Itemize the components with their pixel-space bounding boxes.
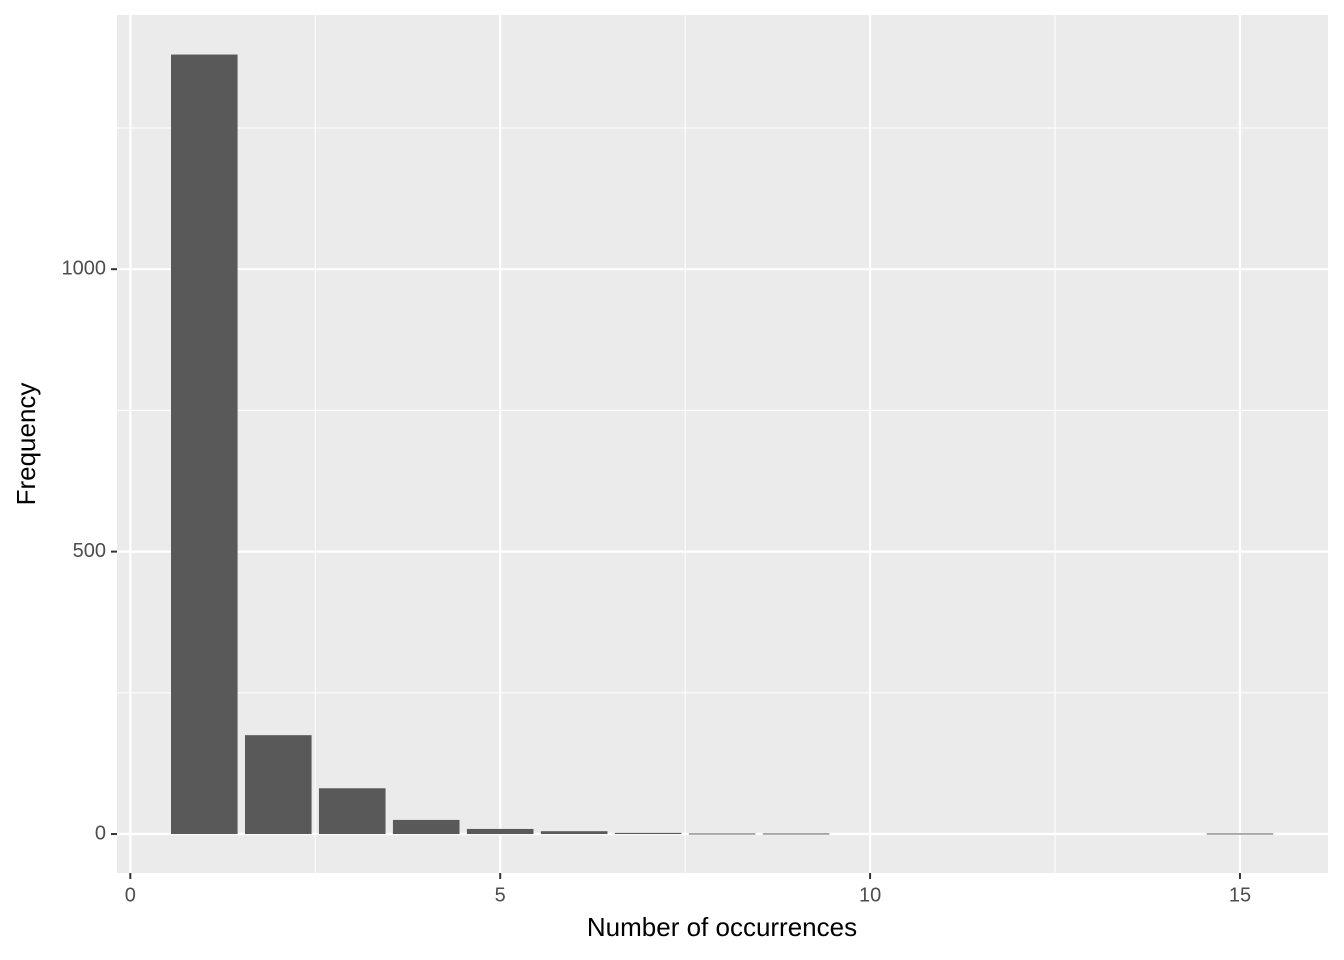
x-tick-label: 0 [125,884,136,906]
bar [688,833,756,835]
y-tick-label: 1000 [62,257,107,279]
bar [318,788,386,835]
bar [466,828,534,835]
bar [171,54,238,835]
x-tick-label: 10 [859,884,881,906]
bar [762,833,830,835]
bar [244,735,312,835]
y-axis-title: Frequency [11,383,41,506]
bar [540,831,608,835]
x-axis-title: Number of occurrences [587,912,857,942]
y-tick-label: 500 [73,540,106,562]
panel [117,15,1328,873]
bar [392,819,460,835]
bar [1206,833,1274,835]
bar [614,832,682,835]
x-tick-label: 15 [1229,884,1251,906]
y-tick-label: 0 [95,822,106,844]
x-tick-label: 5 [495,884,506,906]
